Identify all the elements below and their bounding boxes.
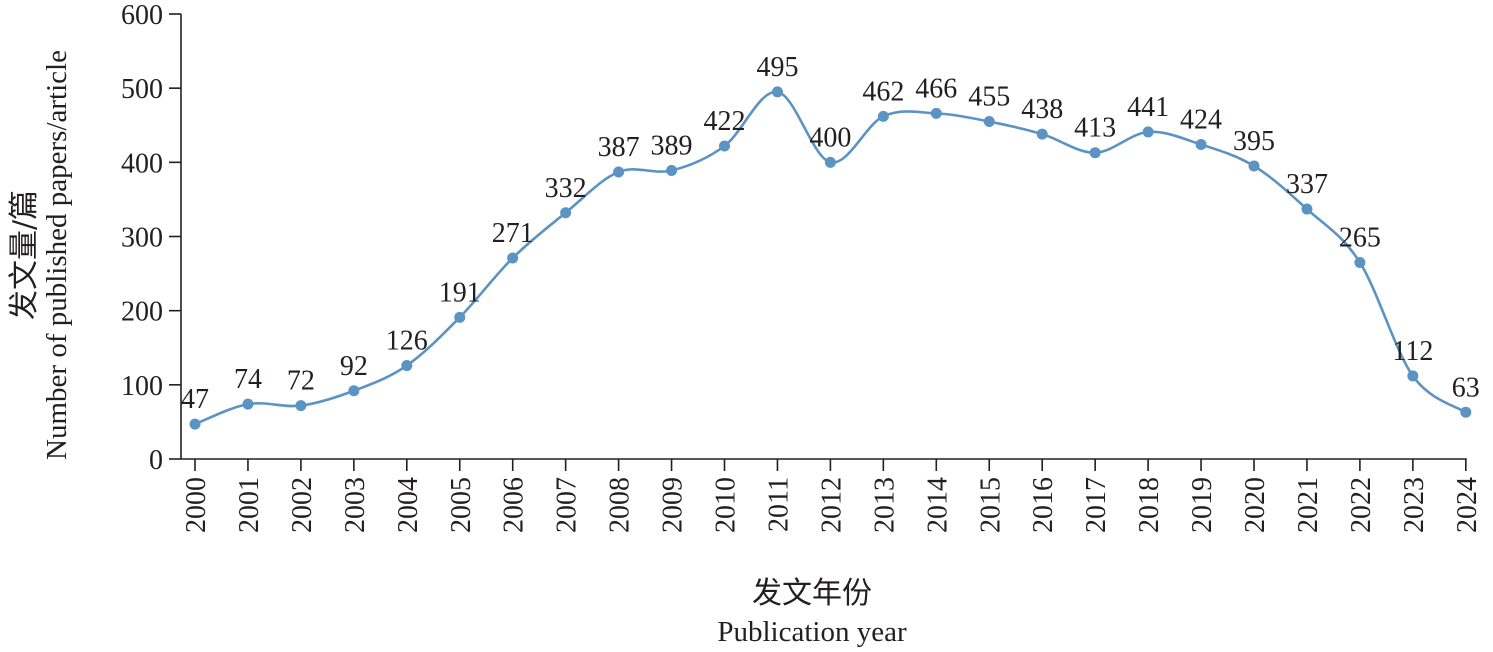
x-tick-label: 2013 xyxy=(869,477,900,533)
data-label: 126 xyxy=(386,326,428,357)
data-point xyxy=(1407,370,1419,382)
x-tick-label: 2021 xyxy=(1293,477,1324,533)
data-label: 265 xyxy=(1339,222,1381,253)
data-label: 74 xyxy=(234,364,262,395)
data-point xyxy=(1036,128,1048,140)
data-point xyxy=(1354,256,1366,268)
x-tick-label: 2015 xyxy=(975,477,1006,533)
data-point xyxy=(507,252,519,264)
data-point xyxy=(1195,139,1207,151)
data-point xyxy=(877,110,889,122)
x-tick-label: 2001 xyxy=(234,477,265,533)
x-tick-label: 2002 xyxy=(287,477,318,533)
x-tick-label: 2004 xyxy=(393,477,424,533)
y-axis: 0 100 200 300 400 500 600 xyxy=(121,0,182,476)
data-point xyxy=(454,311,466,323)
data-point xyxy=(348,385,360,397)
x-tick-label: 2006 xyxy=(499,477,530,533)
data-point xyxy=(666,164,678,176)
data-label: 47 xyxy=(181,384,209,415)
y-tick-label: 0 xyxy=(149,445,163,476)
data-point xyxy=(824,156,836,168)
x-tick-label: 2009 xyxy=(658,477,689,533)
x-tick-label: 2020 xyxy=(1240,477,1271,533)
data-label: 387 xyxy=(598,132,640,163)
data-label: 462 xyxy=(862,76,904,107)
data-point xyxy=(401,360,413,372)
data-point xyxy=(1089,147,1101,159)
y-tick-label: 600 xyxy=(121,0,163,31)
x-tick-label: 2012 xyxy=(816,477,847,533)
data-label: 438 xyxy=(1021,94,1063,125)
data-label: 400 xyxy=(809,122,851,153)
data-label: 455 xyxy=(968,82,1010,113)
x-tick-label: 2016 xyxy=(1028,477,1059,533)
x-tick-label: 2024 xyxy=(1452,477,1483,533)
data-label: 395 xyxy=(1233,126,1275,157)
y-tick-label: 200 xyxy=(121,297,163,328)
data-label: 441 xyxy=(1127,92,1169,123)
data-point xyxy=(1460,406,1472,418)
data-label: 271 xyxy=(492,218,534,249)
data-label: 191 xyxy=(439,277,481,308)
y-tick-label: 100 xyxy=(121,371,163,402)
y-axis-title-en: Number of published papers/article xyxy=(41,50,73,460)
x-tick-label: 2014 xyxy=(922,477,953,533)
data-label: 72 xyxy=(287,366,315,397)
data-point xyxy=(983,116,995,128)
x-tick-label: 2018 xyxy=(1134,477,1165,533)
x-tick-label: 2019 xyxy=(1187,477,1218,533)
data-label: 424 xyxy=(1180,105,1222,136)
y-axis-title-cn: 发文量/篇 xyxy=(7,190,42,320)
x-tick-label: 2007 xyxy=(552,477,583,533)
data-point xyxy=(613,166,625,178)
series-publications xyxy=(189,86,1472,430)
x-tick-label: 2022 xyxy=(1346,477,1377,533)
data-point xyxy=(1248,160,1260,172)
data-label: 337 xyxy=(1286,169,1328,200)
data-label: 422 xyxy=(704,106,746,137)
data-label: 389 xyxy=(651,130,693,161)
x-tick-label: 2017 xyxy=(1081,477,1112,533)
x-tick-label: 2000 xyxy=(181,477,212,533)
data-label: 112 xyxy=(1392,336,1433,367)
x-tick-label: 2008 xyxy=(605,477,636,533)
data-point xyxy=(560,207,572,219)
data-point xyxy=(771,86,783,98)
data-label: 466 xyxy=(915,73,957,104)
x-tick-label: 2003 xyxy=(340,477,371,533)
y-tick-label: 500 xyxy=(121,74,163,105)
data-label: 63 xyxy=(1452,372,1480,403)
x-axis-title-en: Publication year xyxy=(717,616,907,648)
data-point xyxy=(1142,126,1154,138)
y-tick-label: 400 xyxy=(121,148,163,179)
data-labels: 47 74 72 92 126 191 271 332 387 389 422 495 400 462 46… xyxy=(181,52,1480,415)
x-tick-label: 2005 xyxy=(446,477,477,533)
x-axis-title-cn: 发文年份 xyxy=(752,576,872,611)
data-label: 413 xyxy=(1074,113,1116,144)
data-label: 495 xyxy=(756,52,798,83)
data-point xyxy=(719,140,730,152)
data-point xyxy=(1301,203,1313,215)
x-tick-label: 2011 xyxy=(763,477,794,532)
data-point xyxy=(189,418,201,430)
data-point xyxy=(930,107,942,119)
data-label: 332 xyxy=(545,173,587,204)
data-point xyxy=(242,398,254,410)
x-tick-label: 2010 xyxy=(711,477,742,533)
data-point xyxy=(295,400,307,412)
x-axis: 2000 2001 2002 2003 2004 2005 2006 2007 2008 2009… xyxy=(181,458,1483,533)
data-label: 92 xyxy=(340,351,368,382)
y-tick-label: 300 xyxy=(121,223,163,254)
x-tick-label: 2023 xyxy=(1399,477,1430,533)
